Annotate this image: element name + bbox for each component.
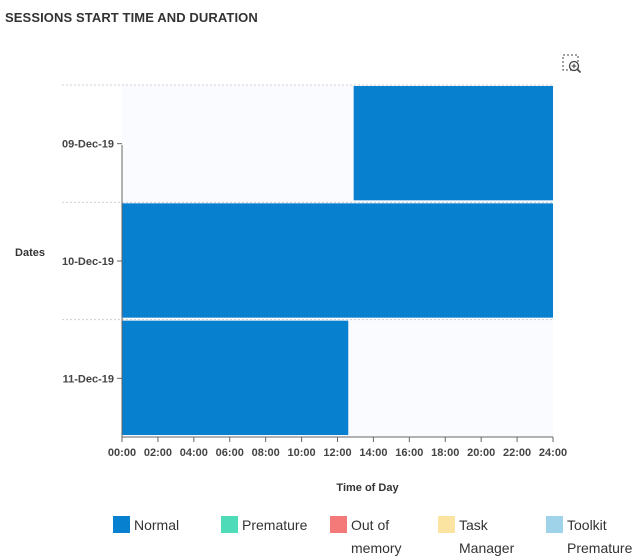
- x-tick-label: 18:00: [431, 447, 459, 459]
- x-tick-label: 12:00: [323, 447, 351, 459]
- x-tick-label: 04:00: [180, 447, 208, 459]
- zoom-in-icon[interactable]: [562, 54, 582, 74]
- legend-label: Task Manager: [459, 517, 515, 556]
- x-tick-label: 08:00: [252, 447, 280, 459]
- legend-item[interactable]: Normal: [113, 514, 206, 537]
- legend-item[interactable]: Toolkit Premature: [546, 514, 639, 560]
- legend-item[interactable]: Task Manager: [438, 514, 531, 560]
- y-tick-label: 09-Dec-19: [62, 139, 114, 151]
- legend-swatch: [546, 516, 563, 533]
- session-bar: [122, 203, 553, 318]
- legend-swatch: [330, 516, 347, 533]
- x-axis-title: Time of Day: [336, 482, 399, 494]
- legend-label: Premature: [242, 517, 308, 533]
- y-tick-label: 11-Dec-19: [63, 373, 114, 385]
- legend-swatch: [113, 516, 130, 533]
- x-tick-label: 22:00: [503, 447, 531, 459]
- x-tick-label: 10:00: [288, 447, 316, 459]
- session-bar: [353, 86, 553, 201]
- x-tick-label: 06:00: [216, 447, 244, 459]
- y-axis-title: Dates: [15, 247, 45, 259]
- x-tick-label: 02:00: [144, 447, 172, 459]
- legend-swatch: [221, 516, 238, 533]
- session-bar: [122, 320, 349, 435]
- legend-swatch: [438, 516, 455, 533]
- chart-title: SESSIONS START TIME AND DURATION: [5, 10, 258, 25]
- legend-label: Normal: [134, 517, 180, 533]
- y-tick-label: 10-Dec-19: [62, 256, 114, 268]
- legend-item[interactable]: Premature: [221, 514, 314, 537]
- x-tick-label: 14:00: [359, 447, 387, 459]
- x-tick-label: 00:00: [108, 447, 136, 459]
- legend-item[interactable]: Out of memory: [330, 514, 423, 560]
- x-tick-label: 20:00: [467, 447, 495, 459]
- gantt-chart: 09-Dec-19 10-Dec-19 11-Dec-19 00:00 02:00 04:…: [15, 84, 567, 494]
- x-tick-label: 24:00: [539, 447, 567, 459]
- x-tick-label: 16:00: [395, 447, 423, 459]
- chart-legend: Normal Premature Out of memory Task Manager…: [0, 514, 644, 560]
- legend-label: Toolkit Premature: [567, 517, 633, 556]
- legend-label: Out of memory: [351, 517, 402, 556]
